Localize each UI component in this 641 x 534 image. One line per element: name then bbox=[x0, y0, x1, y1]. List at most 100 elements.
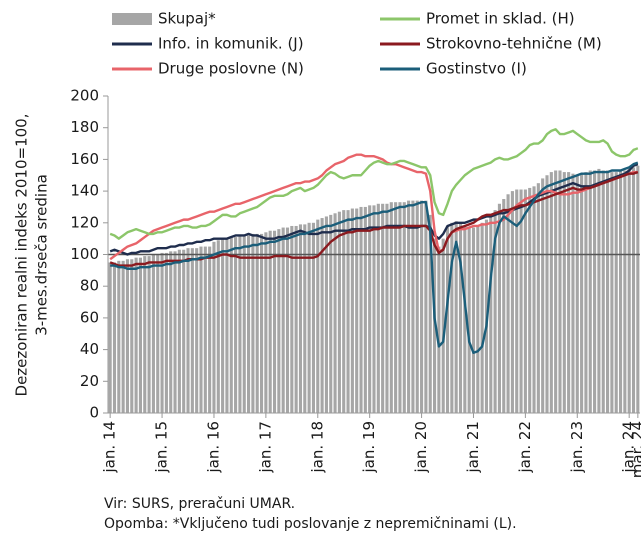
bar bbox=[463, 225, 467, 413]
bar bbox=[160, 252, 164, 413]
bar bbox=[117, 260, 121, 413]
bar bbox=[541, 178, 545, 413]
x-tick-label: jan. 23 bbox=[568, 421, 586, 474]
bar bbox=[618, 170, 623, 413]
bar bbox=[428, 214, 432, 413]
legend-label: Promet in sklad. (H) bbox=[426, 10, 575, 28]
bar bbox=[458, 222, 463, 413]
y-tick-label: 60 bbox=[80, 308, 99, 326]
y-tick-label: 180 bbox=[70, 118, 99, 136]
bar bbox=[497, 203, 501, 413]
line-series bbox=[109, 128, 639, 240]
bar bbox=[190, 248, 194, 413]
bar bbox=[272, 230, 277, 413]
bar bbox=[445, 225, 450, 413]
bar bbox=[606, 170, 610, 413]
bar bbox=[221, 238, 225, 413]
legend-label: Strokovno-tehnične (M) bbox=[426, 35, 602, 53]
bar bbox=[247, 235, 251, 413]
bar bbox=[112, 262, 117, 413]
bar bbox=[437, 246, 441, 413]
x-tick-label: jan. 20 bbox=[412, 421, 430, 474]
legend-swatch bbox=[112, 13, 152, 25]
bar bbox=[506, 194, 510, 413]
bar bbox=[307, 222, 311, 413]
bar bbox=[562, 172, 566, 413]
bar bbox=[376, 203, 380, 413]
legend-label: Druge poslovne (N) bbox=[158, 60, 304, 78]
bar bbox=[549, 172, 553, 413]
bar bbox=[259, 233, 264, 413]
bar bbox=[255, 233, 259, 413]
bar bbox=[593, 170, 597, 413]
x-tick-label: jan. 17 bbox=[256, 421, 274, 474]
bar bbox=[368, 205, 372, 413]
bar bbox=[303, 224, 307, 413]
bar bbox=[108, 262, 112, 413]
y-tick-label: 120 bbox=[70, 213, 99, 231]
bar bbox=[450, 222, 454, 413]
bar bbox=[454, 221, 458, 413]
bar bbox=[234, 237, 238, 413]
bar bbox=[385, 203, 389, 413]
bar bbox=[571, 173, 575, 413]
bar bbox=[515, 189, 519, 413]
bar bbox=[208, 246, 212, 413]
bar bbox=[333, 213, 337, 413]
y-tick-label: 80 bbox=[80, 277, 99, 295]
bar bbox=[125, 259, 130, 413]
bar bbox=[558, 170, 562, 413]
bar bbox=[536, 183, 540, 413]
bar bbox=[554, 170, 558, 413]
bar bbox=[285, 227, 290, 413]
bar bbox=[545, 175, 549, 413]
bar bbox=[610, 172, 614, 413]
y-tick-label: 200 bbox=[70, 87, 99, 105]
y-tick-label: 40 bbox=[80, 340, 99, 358]
bar bbox=[294, 225, 298, 413]
bar bbox=[510, 191, 514, 413]
bar bbox=[636, 165, 640, 413]
bar bbox=[268, 230, 272, 413]
bar bbox=[311, 222, 316, 413]
bar bbox=[407, 200, 411, 413]
bar bbox=[324, 216, 328, 413]
bar bbox=[359, 206, 363, 413]
bar bbox=[329, 214, 333, 413]
bar bbox=[320, 218, 324, 413]
bar bbox=[151, 254, 155, 413]
bar bbox=[575, 175, 579, 413]
bar bbox=[134, 257, 138, 413]
bar bbox=[489, 214, 493, 413]
bar bbox=[480, 222, 484, 413]
y-tick-label: 100 bbox=[70, 245, 99, 263]
bar bbox=[164, 252, 168, 413]
bar bbox=[471, 227, 476, 413]
bar bbox=[584, 172, 588, 413]
bar bbox=[186, 248, 190, 413]
bar bbox=[493, 210, 497, 413]
x-tick-label: jan. 19 bbox=[360, 421, 378, 474]
bar bbox=[130, 259, 134, 413]
x-tick-label: jan. 16 bbox=[204, 421, 222, 474]
bar bbox=[567, 172, 571, 413]
bar bbox=[528, 187, 532, 413]
bar bbox=[264, 232, 268, 413]
y-tick-label: 20 bbox=[80, 372, 99, 390]
bar bbox=[394, 202, 398, 413]
y-axis-title: Dezezoniran realni indeks 2010=100, bbox=[13, 114, 31, 397]
bar bbox=[381, 203, 385, 413]
bar bbox=[216, 240, 220, 413]
bar bbox=[580, 173, 584, 413]
bar bbox=[173, 251, 177, 413]
bar bbox=[363, 206, 367, 413]
bar bbox=[372, 205, 376, 413]
bar bbox=[212, 241, 216, 413]
line-series bbox=[110, 161, 639, 354]
bar bbox=[420, 200, 424, 413]
bar bbox=[532, 186, 536, 413]
bar bbox=[415, 200, 419, 413]
bar bbox=[519, 189, 523, 413]
bar bbox=[242, 235, 246, 413]
bar bbox=[502, 199, 506, 413]
